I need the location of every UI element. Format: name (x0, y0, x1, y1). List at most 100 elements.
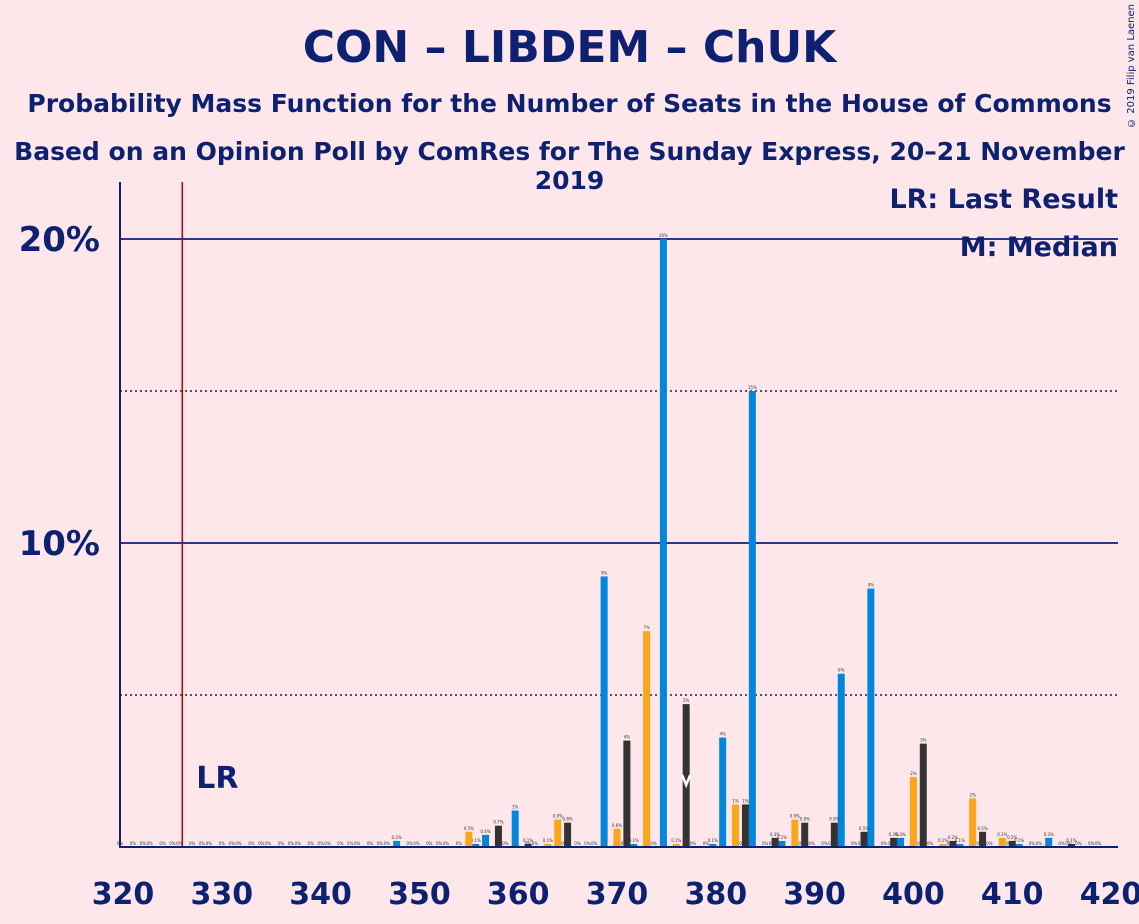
bar-value-label: 0.1% (671, 838, 681, 843)
y-tick-label: 20% (19, 220, 100, 260)
bar-value-label: 0% (584, 841, 591, 846)
bar (939, 843, 947, 847)
bar (1008, 840, 1016, 847)
bar-value-label: 0.1% (938, 838, 948, 843)
bar (544, 843, 552, 847)
bar-value-label: 0.7% (493, 820, 503, 825)
bar-value-label: 0% (525, 841, 532, 846)
bar (909, 777, 917, 847)
bar (659, 239, 667, 847)
bar-value-label: 0% (413, 841, 420, 846)
bar (741, 804, 749, 847)
bar-value-label: 0% (169, 841, 176, 846)
bar-value-label: 1% (742, 798, 749, 803)
bar-value-label: 0% (140, 841, 147, 846)
bar-value-label: 0% (159, 841, 166, 846)
bar-value-label: 0% (317, 841, 324, 846)
bar-value-label: 0% (1075, 841, 1082, 846)
y-tick-label: 10% (19, 524, 100, 564)
bar-value-label: 0% (1036, 841, 1043, 846)
bar (482, 834, 490, 847)
bar (969, 798, 977, 847)
bar-value-label: 1% (512, 805, 519, 810)
x-tick-label: 360 (487, 877, 550, 912)
bar-marks: 0%0%0%0%0%0%0%0%0%0%0.2%0%0%0.1%0.4%0%1%… (117, 233, 1102, 847)
bar (771, 837, 779, 847)
x-tick-label: 410 (981, 877, 1044, 912)
bar-value-label: 9% (868, 583, 875, 588)
bar (709, 843, 717, 847)
bar (897, 837, 905, 847)
bar-value-label: 0.6% (612, 823, 622, 828)
bar-value-label: 0.1% (629, 838, 639, 843)
bar (867, 588, 875, 847)
bar (472, 843, 480, 847)
bar-value-label: 0.9% (790, 814, 800, 819)
bar (623, 740, 631, 847)
chart-subtitle: Probability Mass Function for the Number… (27, 89, 1112, 118)
bar-value-label: 0% (248, 841, 255, 846)
bar-value-label: 0% (650, 841, 657, 846)
bar (979, 831, 987, 847)
bar (890, 837, 898, 847)
bar-value-label: 0% (927, 841, 934, 846)
bar-value-label: 0% (574, 841, 581, 846)
bar-value-label: 0.1% (1066, 838, 1076, 843)
bar-value-label: 0% (235, 841, 242, 846)
bar (748, 391, 756, 847)
bar-value-label: 0% (821, 841, 828, 846)
bar-value-label: 0% (532, 841, 539, 846)
x-tick-label: 340 (289, 877, 352, 912)
legend-median: M: Median (959, 232, 1118, 263)
bar-value-label: 0% (347, 841, 354, 846)
bar-value-label: 0% (456, 841, 463, 846)
bar (1045, 837, 1053, 847)
x-tick-label: 400 (882, 877, 945, 912)
bar-value-label: 0.8% (563, 817, 573, 822)
bar-value-label: 0% (881, 841, 888, 846)
bar-value-label: 3% (920, 738, 927, 743)
gridlines (120, 238, 1118, 696)
bar-value-label: 0% (258, 841, 265, 846)
bar-value-label: 0.5% (859, 826, 869, 831)
bar-value-label: 0% (406, 841, 413, 846)
bar (732, 804, 740, 847)
bar-value-label: 20% (659, 233, 668, 238)
bar (998, 837, 1006, 847)
bar-value-label: 0% (295, 841, 302, 846)
bar-value-label: 0% (199, 841, 206, 846)
bar-value-label: 0.2% (948, 835, 958, 840)
x-tick-label: 330 (190, 877, 253, 912)
bar-value-label: 0.3% (895, 832, 905, 837)
bar-value-label: 0% (206, 841, 213, 846)
bar (643, 631, 651, 847)
bar-value-label: 0% (367, 841, 374, 846)
bar (682, 704, 690, 847)
bar-value-label: 0% (219, 841, 226, 846)
bar-value-label: 0.2% (1007, 835, 1017, 840)
bar-value-label: 0% (986, 841, 993, 846)
bar-value-label: 0% (377, 841, 384, 846)
x-tick-label: 320 (92, 877, 155, 912)
bar-value-label: 0.8% (800, 817, 810, 822)
bar-value-label: 0% (1095, 841, 1102, 846)
bar (719, 737, 727, 847)
bar (1067, 843, 1075, 847)
bar-value-label: 0% (130, 841, 137, 846)
bar-value-label: 0.8% (829, 817, 839, 822)
bar-value-label: 0.9% (553, 814, 563, 819)
bar (1015, 843, 1023, 847)
bar-value-label: 0.1% (471, 838, 481, 843)
bar-value-label: 4% (624, 735, 631, 740)
bar-value-label: 0% (591, 841, 598, 846)
x-tick-label: 350 (388, 877, 451, 912)
bar-value-label: 0.1% (955, 838, 965, 843)
bar-value-label: 0.2% (392, 835, 402, 840)
bar-value-label: 0.3% (997, 832, 1007, 837)
x-tick-label: 370 (586, 877, 649, 912)
bar-value-label: 0.3% (889, 832, 899, 837)
bar (791, 819, 799, 847)
bar-value-label: 0.1% (708, 838, 718, 843)
bar-value-label: 0% (1065, 841, 1072, 846)
bar-value-label: 0% (337, 841, 344, 846)
